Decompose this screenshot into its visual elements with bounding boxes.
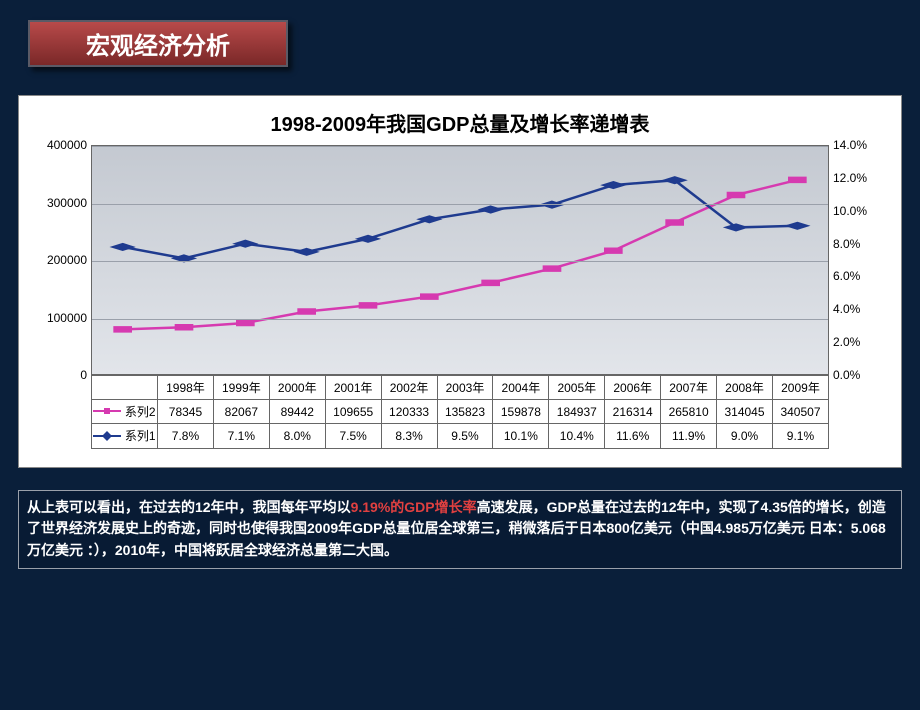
y-right-tick: 12.0% [833, 171, 867, 185]
value-cell: 11.9% [661, 424, 717, 448]
legend-cell-series2: 系列2 [92, 400, 158, 424]
y-right-tick: 8.0% [833, 237, 860, 251]
y-right-tick: 14.0% [833, 138, 867, 152]
value-cell: 8.3% [381, 424, 437, 448]
chart-title: 1998-2009年我国GDP总量及增长率递增表 [33, 108, 887, 137]
category-cell: 2005年 [549, 376, 605, 400]
category-cell: 2009年 [772, 376, 828, 400]
value-cell: 89442 [269, 400, 325, 424]
value-cell: 78345 [158, 400, 214, 424]
y-left-tick: 0 [80, 368, 87, 382]
y-left-tick: 300000 [47, 196, 87, 210]
gridline [92, 204, 828, 205]
legend-marker-series1 [93, 430, 121, 445]
value-cell: 216314 [605, 400, 661, 424]
legend-label-series2: 系列2 [125, 405, 156, 419]
category-cell: 2001年 [325, 376, 381, 400]
value-cell: 10.4% [549, 424, 605, 448]
y-axis-left: 0100000200000300000400000 [33, 145, 91, 375]
gridline [92, 319, 828, 320]
category-cell: 2004年 [493, 376, 549, 400]
y-right-tick: 6.0% [833, 269, 860, 283]
chart-svg [92, 146, 828, 374]
chart-card: 1998-2009年我国GDP总量及增长率递增表 0 100000 200000 30… [18, 95, 902, 468]
value-cell: 159878 [493, 400, 549, 424]
value-cell: 135823 [437, 400, 493, 424]
legend-label-series1: 系列1 [125, 429, 156, 443]
category-cell: 2007年 [661, 376, 717, 400]
plot-area [91, 145, 829, 375]
y-left-tick: 400000 [47, 138, 87, 152]
value-cell: 9.1% [772, 424, 828, 448]
value-cell: 11.6% [605, 424, 661, 448]
value-cell: 7.1% [213, 424, 269, 448]
y-right-tick: 2.0% [833, 335, 860, 349]
category-cell: 1999年 [213, 376, 269, 400]
y-left-tick: 200000 [47, 253, 87, 267]
value-cell: 184937 [549, 400, 605, 424]
category-cell: 1998年 [158, 376, 214, 400]
category-cell: 2003年 [437, 376, 493, 400]
category-cell: 2000年 [269, 376, 325, 400]
gridline [92, 261, 828, 262]
legend-cell-series1: 系列1 [92, 424, 158, 448]
plot-wrap: 0100000200000300000400000 0.0%2.0%4.0%6.… [33, 145, 887, 375]
y-left-tick: 100000 [47, 311, 87, 325]
gridline [92, 146, 828, 147]
legend-marker-series2 [93, 405, 121, 420]
value-cell: 7.5% [325, 424, 381, 448]
value-cell: 9.0% [717, 424, 773, 448]
category-cell: 2006年 [605, 376, 661, 400]
value-cell: 7.8% [158, 424, 214, 448]
title-box: 宏观经济分析 [28, 20, 288, 67]
value-cell: 314045 [717, 400, 773, 424]
value-cell: 340507 [772, 400, 828, 424]
y-right-tick: 10.0% [833, 204, 867, 218]
category-cell: 2002年 [381, 376, 437, 400]
y-axis-right: 0.0%2.0%4.0%6.0%8.0%10.0%12.0%14.0% [829, 145, 887, 375]
value-cell: 82067 [213, 400, 269, 424]
y-right-tick: 4.0% [833, 302, 860, 316]
value-cell: 120333 [381, 400, 437, 424]
legend-empty [92, 376, 158, 400]
footer-text: 从上表可以看出，在过去的12年中，我国每年平均以9.19%的GDP增长率高速发展… [18, 490, 902, 569]
data-table: 1998年1999年2000年2001年2002年2003年2004年2005年… [91, 375, 829, 449]
value-cell: 9.5% [437, 424, 493, 448]
value-cell: 109655 [325, 400, 381, 424]
value-cell: 265810 [661, 400, 717, 424]
category-cell: 2008年 [717, 376, 773, 400]
footer-highlight: 9.19%的GDP增长率 [351, 499, 477, 515]
value-cell: 8.0% [269, 424, 325, 448]
value-cell: 10.1% [493, 424, 549, 448]
footer-pre: 从上表可以看出，在过去的12年中，我国每年平均以 [27, 499, 351, 515]
y-right-tick: 0.0% [833, 368, 860, 382]
